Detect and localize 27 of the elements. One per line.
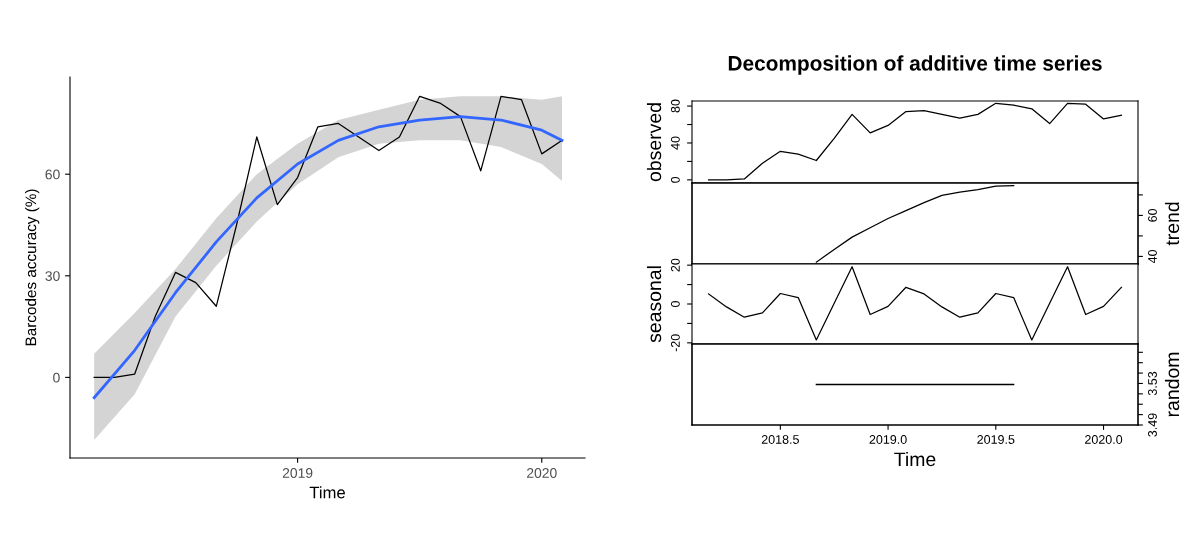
- y2-axis-title: random: [1164, 352, 1180, 417]
- y2-tick-label: 40: [1148, 249, 1157, 264]
- x-axis-title: Time: [309, 486, 345, 499]
- y-tick-label: -20: [670, 334, 680, 352]
- y-tick-label: 40: [670, 136, 680, 150]
- y-tick-label: 80: [670, 99, 680, 113]
- y-tick-label: 20: [670, 258, 680, 272]
- y2-tick-label: 3.49: [1148, 413, 1157, 437]
- y-axis-title: observed: [646, 103, 662, 182]
- x-tick-label: 2019.5: [977, 435, 1015, 444]
- y2-axis-title: trend: [1164, 202, 1180, 246]
- x-tick-label: 2018.5: [761, 435, 799, 444]
- y-tick-label: 60: [45, 169, 60, 180]
- x-axis-title: Time: [894, 451, 936, 467]
- y-tick-label: 0: [670, 301, 680, 307]
- x-tick-label: 2020.0: [1085, 435, 1123, 444]
- y-tick-label: 0: [670, 176, 680, 183]
- x-tick-label: 2020: [527, 468, 557, 478]
- y2-tick-label: 60: [1148, 208, 1157, 222]
- x-tick-label: 2019.0: [869, 435, 907, 444]
- y2-tick-label: 3.53: [1148, 371, 1157, 396]
- y-tick-label: 30: [45, 271, 60, 281]
- y-axis-title: Barcodes accuracy (%): [25, 189, 40, 346]
- x-tick-label: 2019: [282, 468, 313, 478]
- y-axis-title: seasonal: [646, 266, 662, 343]
- chart-title: Decomposition of additive time series: [728, 55, 1102, 75]
- y-tick-label: 0: [53, 372, 60, 383]
